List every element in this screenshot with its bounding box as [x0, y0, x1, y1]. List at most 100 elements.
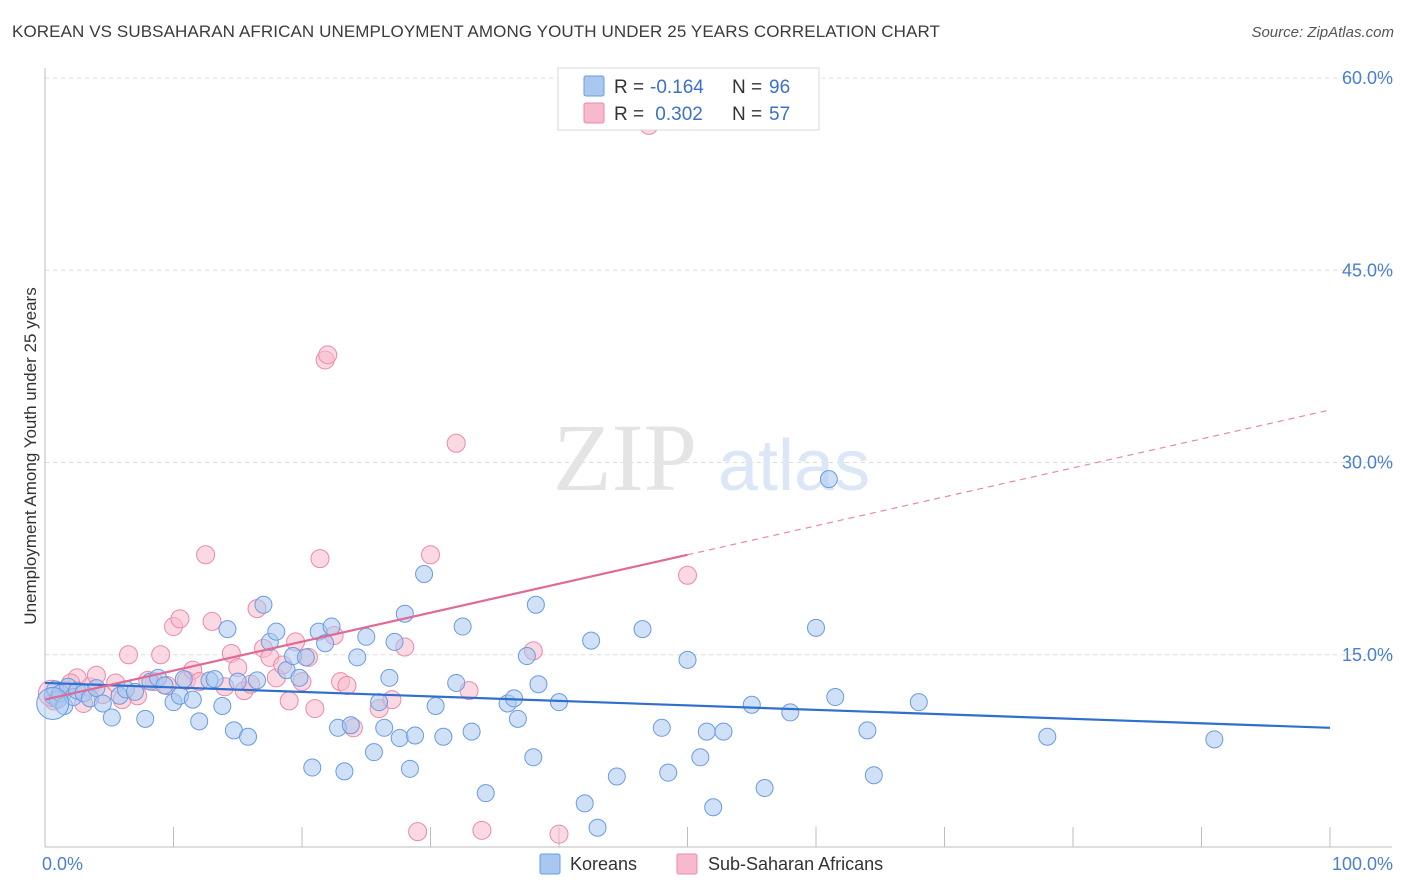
korean-point [462, 722, 481, 741]
korean-point [434, 727, 453, 746]
legend-box: R = -0.164 N = 96 R = 0.302 N = 57 [557, 67, 820, 131]
korean-point [348, 648, 367, 667]
korean-point [529, 675, 548, 694]
ssa-point [170, 609, 190, 629]
bottom-legend: Koreans Sub-Saharan Africans [539, 853, 883, 875]
korean-point [453, 617, 472, 636]
korean-point [341, 716, 360, 735]
korean-point [136, 709, 155, 728]
korean-point [218, 620, 237, 639]
korean-point [582, 631, 601, 650]
korean-point [316, 634, 335, 653]
korean-point [476, 784, 495, 803]
korean-point [296, 648, 315, 667]
korean-point [239, 727, 258, 746]
source-credit: Source: ZipAtlas.com [1251, 24, 1394, 41]
x-tick-labels: 0.0% 100.0% [42, 854, 1393, 874]
korean-point [174, 670, 193, 689]
watermark: ZIP atlas [553, 404, 870, 511]
ssa-point [305, 699, 325, 719]
bottom-legend-swatch-korean [539, 853, 561, 875]
korean-point [183, 690, 202, 709]
legend-r-value-ssa: 0.302 [650, 104, 703, 125]
korean-point [588, 818, 607, 837]
ssa-point [202, 611, 222, 631]
legend-r-label-korean: R = [614, 77, 644, 98]
korean-point [228, 672, 247, 691]
korean-point [406, 726, 425, 745]
korean-point [1038, 727, 1057, 746]
ssa-point [119, 645, 139, 665]
korean-point [290, 668, 309, 687]
ssa-trend-line [44, 553, 688, 701]
y-tick-labels: 15.0% 30.0% 45.0% 60.0% [1342, 68, 1393, 665]
y-tick-label-1: 30.0% [1342, 453, 1393, 473]
ssa-point [408, 822, 428, 842]
ssa-point [446, 433, 466, 453]
ssa-point [151, 645, 171, 665]
korean-point [400, 759, 419, 778]
korean-point [526, 595, 545, 614]
korean-point [697, 722, 716, 741]
korean-point [447, 673, 466, 692]
korean-point [205, 670, 224, 689]
ssa-point [337, 676, 357, 696]
korean-point [517, 647, 536, 666]
korean-point [93, 694, 112, 713]
korean-point [254, 595, 273, 614]
ssa-point [318, 345, 338, 365]
ssa-point [196, 545, 216, 565]
korean-point [508, 709, 527, 728]
korean-point [858, 721, 877, 740]
ssa-point [310, 549, 330, 569]
korean-point [190, 712, 209, 731]
ssa-point [472, 820, 492, 840]
korean-point [248, 671, 267, 690]
korean-point [125, 682, 144, 701]
watermark-zip: ZIP [553, 404, 697, 511]
korean-point [370, 693, 389, 712]
chart-title: KOREAN VS SUBSAHARAN AFRICAN UNEMPLOYMEN… [12, 22, 941, 41]
korean-point [742, 695, 761, 714]
legend-r-label-ssa: R = [614, 104, 644, 125]
korean-point [607, 767, 626, 786]
trend-lines [44, 409, 1331, 729]
korean-point [1205, 730, 1224, 749]
korean-point [652, 718, 671, 737]
korean-point [155, 676, 174, 695]
korean-point [267, 622, 286, 641]
korean-point [659, 763, 678, 782]
ssa-point [279, 691, 299, 711]
bottom-legend-swatch-ssa [676, 853, 698, 875]
korean-point [335, 762, 354, 781]
bottom-legend-label-korean: Koreans [570, 854, 637, 874]
legend-swatch-ssa [583, 102, 605, 124]
ssa-point [678, 565, 697, 585]
korean-point [691, 748, 710, 767]
legend-n-label-ssa: N = [732, 104, 762, 125]
korean-trend-line [44, 681, 1331, 729]
korean-point [303, 758, 322, 777]
legend-n-label-korean: N = [732, 77, 762, 98]
korean-point [807, 618, 825, 637]
legend-swatch-korean [583, 75, 605, 97]
watermark-atlas: atlas [718, 426, 870, 506]
korean-point-cluster [36, 686, 70, 720]
ssa-point [421, 545, 440, 565]
y-tick-label-0: 15.0% [1342, 645, 1393, 665]
korean-point [364, 743, 383, 762]
y-tick-label-2: 45.0% [1342, 260, 1393, 280]
korean-point [781, 703, 800, 722]
korean-point [426, 697, 445, 716]
korean-point [819, 470, 838, 489]
korean-point [714, 722, 733, 741]
legend-n-value-ssa: 57 [769, 104, 790, 125]
bottom-legend-label-ssa: Sub-Saharan Africans [708, 854, 883, 874]
korean-point [524, 748, 543, 767]
ssa-point [549, 824, 569, 844]
korean-point [385, 632, 404, 651]
korean-point [322, 617, 341, 636]
korean-point [909, 693, 928, 712]
korean-point [826, 688, 845, 707]
korean-point [755, 779, 774, 798]
